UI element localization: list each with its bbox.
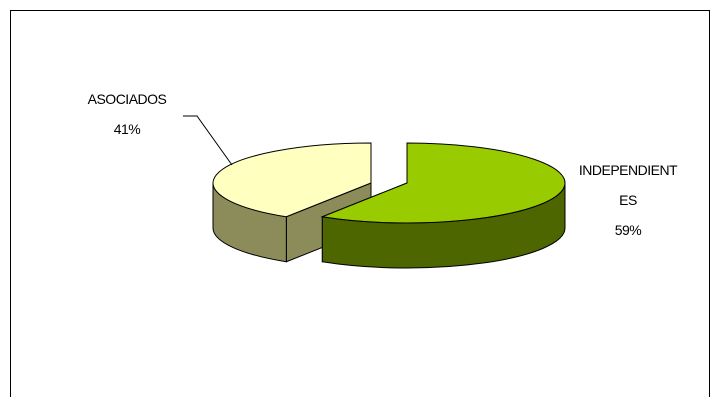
label-independientes-name-line1: INDEPENDIENT bbox=[579, 162, 678, 178]
label-independientes-name-line2: ES bbox=[619, 192, 637, 208]
leader-line-asociados bbox=[183, 116, 232, 165]
leader-lines bbox=[183, 116, 232, 165]
label-independientes-percent: 59% bbox=[615, 222, 642, 238]
label-asociados-name: ASOCIADOS bbox=[88, 91, 167, 107]
pie-slices bbox=[213, 143, 565, 268]
label-asociados-percent: 41% bbox=[114, 121, 141, 137]
